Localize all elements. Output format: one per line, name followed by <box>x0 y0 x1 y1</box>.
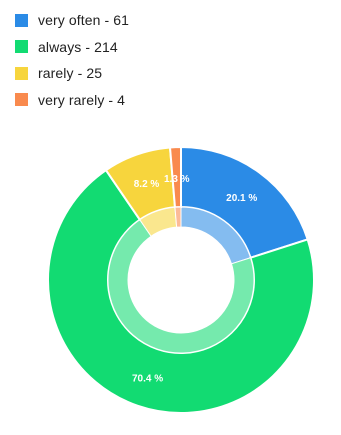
chart-legend: very often - 61 always - 214 rarely - 25 ve… <box>15 7 255 113</box>
legend-label: rarely - 25 <box>38 65 103 82</box>
legend-swatch <box>15 93 28 107</box>
legend-label: always - 214 <box>38 38 118 55</box>
legend-swatch <box>15 13 28 27</box>
slice-label-rarely: 8.2 % <box>134 179 160 190</box>
legend-swatch <box>15 66 28 80</box>
legend-swatch <box>15 40 28 54</box>
donut-hole <box>128 227 234 333</box>
legend-item-always[interactable]: always - 214 <box>15 34 255 61</box>
legend-item-very-often[interactable]: very often - 61 <box>15 7 255 34</box>
legend-label: very rarely - 4 <box>38 91 126 108</box>
legend-label: very often - 61 <box>38 12 129 29</box>
slice-label-always: 70.4 % <box>132 373 163 384</box>
inner-ring-very-rarely <box>174 206 182 228</box>
slice-label-very-often: 20.1 % <box>226 193 257 204</box>
slice-label-very-rarely: 1.3 % <box>164 174 190 185</box>
legend-item-rarely[interactable]: rarely - 25 <box>15 60 255 87</box>
legend-item-very-rarely[interactable]: very rarely - 4 <box>15 87 255 114</box>
